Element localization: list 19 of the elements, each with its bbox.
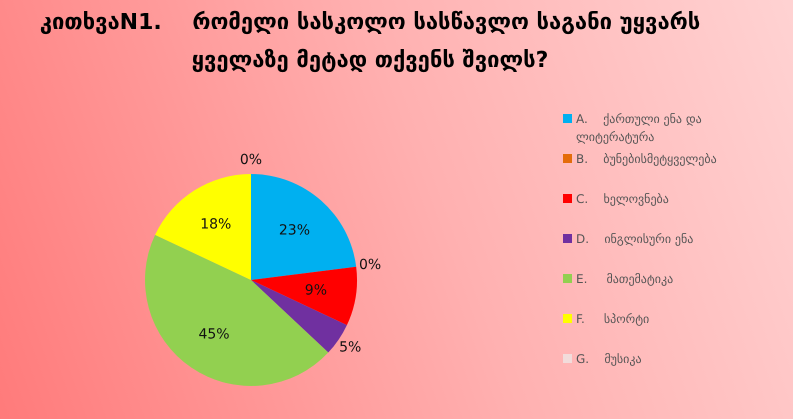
legend-label: A. ქართული ენა და ლიტერატურა [576, 111, 703, 146]
data-label: 23% [278, 222, 310, 239]
data-label: 5% [339, 339, 362, 356]
legend-label: E. მათემატიკა [576, 271, 674, 288]
legend-label: G. მუსიკა [576, 351, 642, 368]
pie-slice [145, 234, 328, 386]
data-label: 45% [198, 326, 230, 342]
data-label: 18% [200, 216, 232, 233]
data-label: 9% [304, 282, 328, 298]
legend-label: F. სპორტი [576, 311, 650, 328]
text: 0% [358, 256, 382, 273]
chart-title: კითხვაN1. რომელი სასკოლო სასწავლო საგანი უყვარს ყველაზე მეტად თქვენს შვილს? [38, 9, 702, 75]
pie-slice [155, 174, 251, 280]
legend-label: B. ბუნებისმეტყველება [576, 151, 717, 168]
legend-label: D. ინგლისური ენა [576, 231, 694, 248]
pie-slice [251, 266, 357, 326]
legend-label: C. ხელოვნება [576, 191, 669, 208]
pie-slice [251, 174, 356, 280]
text: 0% [240, 152, 262, 168]
